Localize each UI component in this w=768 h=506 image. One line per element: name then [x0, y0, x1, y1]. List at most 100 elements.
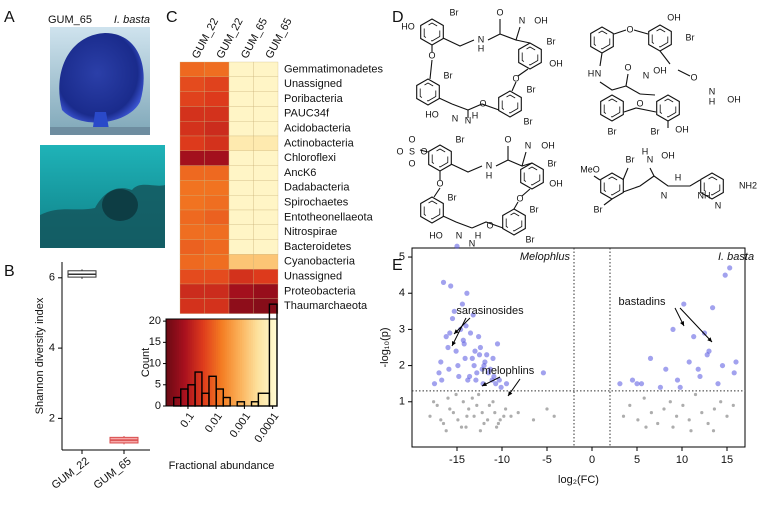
heatmap-cell [253, 180, 279, 196]
atom-label: S [409, 146, 415, 156]
atom-label: HO [429, 230, 443, 240]
point [470, 312, 476, 318]
heatmap-cell [253, 61, 279, 77]
colorbar [269, 319, 272, 406]
atom-label: Br [594, 204, 603, 214]
heatmap-cell [253, 195, 279, 211]
colorbar [247, 319, 250, 406]
row-label: Chloroflexi [284, 152, 336, 164]
colorbar [256, 319, 259, 406]
point [439, 418, 443, 422]
point [695, 366, 701, 372]
atom-label: N [595, 68, 602, 78]
atom-label: O [396, 146, 403, 156]
colorbar [227, 319, 230, 406]
x-axis-label: Fractional abundance [169, 460, 275, 472]
heatmap-cell [228, 195, 254, 211]
y-tick-label: 3 [399, 323, 405, 335]
point [662, 407, 666, 411]
y-axis-label: Shannon diversity index [34, 297, 46, 414]
atom-label: Br [444, 70, 453, 80]
atom-label: OH [727, 94, 741, 104]
point [477, 392, 481, 397]
atom-label: O [626, 24, 633, 34]
point [725, 414, 729, 418]
arrow-head [452, 341, 456, 346]
atom-label: O [512, 73, 519, 83]
point [455, 362, 461, 369]
atom-label: N [709, 86, 716, 96]
heatmap-cell [204, 298, 230, 314]
heatmap-cell [204, 91, 230, 107]
x-tick-label: -5 [542, 454, 552, 466]
group-label: Melophlus [520, 251, 571, 263]
colorbar [177, 319, 180, 406]
heatmap-cell [204, 239, 230, 255]
species-label: I. basta [114, 14, 150, 26]
heatmap-cell [179, 269, 205, 285]
atom-label: N [525, 140, 532, 150]
heatmap-cell [253, 224, 279, 240]
colorbar [199, 319, 202, 406]
point [467, 373, 473, 380]
heatmap-cell [253, 76, 279, 92]
bond [622, 175, 655, 193]
atom-label: O [428, 50, 435, 60]
panel-label: B [4, 263, 15, 280]
heatmap-cell [179, 209, 205, 225]
point [454, 392, 458, 397]
point [476, 334, 482, 340]
panel-label: E [392, 257, 403, 274]
point [444, 429, 448, 433]
colorbar [251, 319, 254, 406]
atom-label: MeO [580, 164, 600, 174]
atom-label: Br [456, 134, 465, 144]
atom-label: Br [526, 234, 535, 244]
atom-label: N [661, 190, 668, 200]
atom-label: Br [686, 32, 695, 42]
colorbar [201, 319, 204, 406]
colorbar [273, 319, 276, 406]
ring-bond [521, 46, 539, 66]
point [459, 301, 465, 307]
colorbar [173, 319, 176, 406]
point [656, 421, 660, 426]
point [689, 429, 693, 433]
row-label: Thaumarchaeota [284, 300, 368, 312]
bond [603, 198, 613, 206]
colorbar [195, 319, 198, 406]
colorbar [186, 319, 189, 406]
point [446, 366, 452, 372]
group-label: I. basta [718, 251, 754, 263]
bond [419, 149, 429, 153]
bond [487, 19, 501, 41]
colorbar [188, 319, 191, 406]
plot-frame [411, 247, 746, 448]
point [628, 403, 632, 407]
atom-label: OH [541, 140, 555, 150]
atom-label: O [496, 7, 503, 17]
point [493, 411, 497, 415]
ring-bond [703, 176, 721, 196]
atom-label: N [456, 230, 463, 240]
bond [521, 162, 533, 167]
point [438, 359, 444, 365]
ring [420, 196, 444, 224]
colorbar [182, 319, 185, 406]
heatmap-cell [228, 106, 254, 122]
bond [625, 85, 641, 95]
atom-label: O [408, 134, 415, 144]
y-axis-label: -log₁₀(p) [379, 327, 391, 367]
colorbar [171, 319, 174, 406]
heatmap-cell [204, 209, 230, 225]
point [440, 279, 447, 285]
y-tick-label: 10 [149, 357, 161, 369]
bond [623, 107, 657, 113]
heatmap-cell [253, 150, 279, 166]
atom-label: OH [534, 15, 548, 25]
point [691, 334, 697, 340]
point [700, 411, 704, 415]
y-tick-label: 1 [399, 396, 405, 408]
point [477, 344, 483, 351]
point [681, 403, 685, 407]
